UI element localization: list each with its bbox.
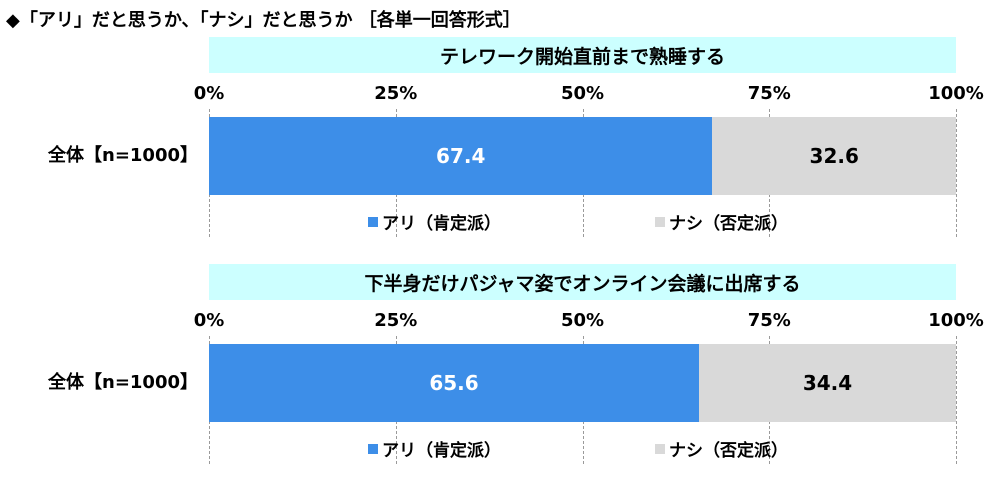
legend-swatch — [368, 443, 378, 454]
bar-segment-ari: 65.6 — [209, 344, 700, 422]
category-label: 全体【n=1000】 — [48, 145, 198, 166]
legend-label: アリ（肯定派） — [382, 441, 501, 461]
x-tick-label: 75% — [747, 83, 791, 104]
legend-item: アリ（肯定派） — [368, 209, 501, 234]
x-tick-label: 50% — [560, 83, 605, 104]
category-label: 全体【n=1000】 — [48, 372, 198, 393]
gridline — [956, 109, 957, 237]
legend: アリ（肯定派） ナシ（否定派） — [0, 209, 1000, 234]
data-label: 34.4 — [802, 371, 853, 395]
legend-swatch — [655, 443, 665, 454]
data-label: 32.6 — [809, 144, 859, 168]
x-tick-label: 100% — [928, 83, 984, 104]
gridline — [956, 336, 957, 464]
x-tick-label: 25% — [374, 83, 418, 104]
legend-swatch — [655, 216, 665, 227]
chart-panel-2: 下半身だけパジャマ姿でオンライン会議に出席する 0% 25% 50% 75% 100% 全体… — [0, 264, 1000, 494]
x-tick-label: 100% — [928, 310, 984, 331]
x-tick-label: 25% — [374, 310, 418, 331]
stacked-bar: 67.4 32.6 — [209, 117, 956, 195]
x-tick-label: 50% — [560, 310, 605, 331]
legend: アリ（肯定派） ナシ（否定派） — [0, 436, 1000, 461]
data-label: 67.4 — [436, 144, 486, 168]
legend-label: ナシ（否定派） — [669, 214, 788, 234]
bar-segment-ari: 67.4 — [209, 117, 713, 195]
bar-segment-nashi: 34.4 — [699, 344, 956, 422]
chart-header: ◆「アリ」だと思うか、「ナシ」だと思うか ［各単一回答形式］ — [6, 10, 521, 31]
chart-title: テレワーク開始直前まで熟睡する — [209, 37, 956, 73]
x-tick-label: 75% — [747, 310, 791, 331]
data-label: 65.6 — [429, 371, 479, 395]
legend-swatch — [368, 216, 378, 227]
legend-label: アリ（肯定派） — [382, 214, 501, 234]
x-tick-label: 0% — [193, 310, 225, 331]
legend-label: ナシ（否定派） — [669, 441, 788, 461]
chart-panel-1: テレワーク開始直前まで熟睡する 0% 25% 50% 75% 100% 全体【n=1000】… — [0, 37, 1000, 267]
legend-item: ナシ（否定派） — [655, 209, 788, 234]
x-tick-label: 0% — [193, 83, 225, 104]
legend-item: アリ（肯定派） — [368, 436, 501, 461]
bar-segment-nashi: 32.6 — [712, 117, 956, 195]
chart-title: 下半身だけパジャマ姿でオンライン会議に出席する — [209, 264, 956, 300]
legend-item: ナシ（否定派） — [655, 436, 788, 461]
stacked-bar: 65.6 34.4 — [209, 344, 956, 422]
